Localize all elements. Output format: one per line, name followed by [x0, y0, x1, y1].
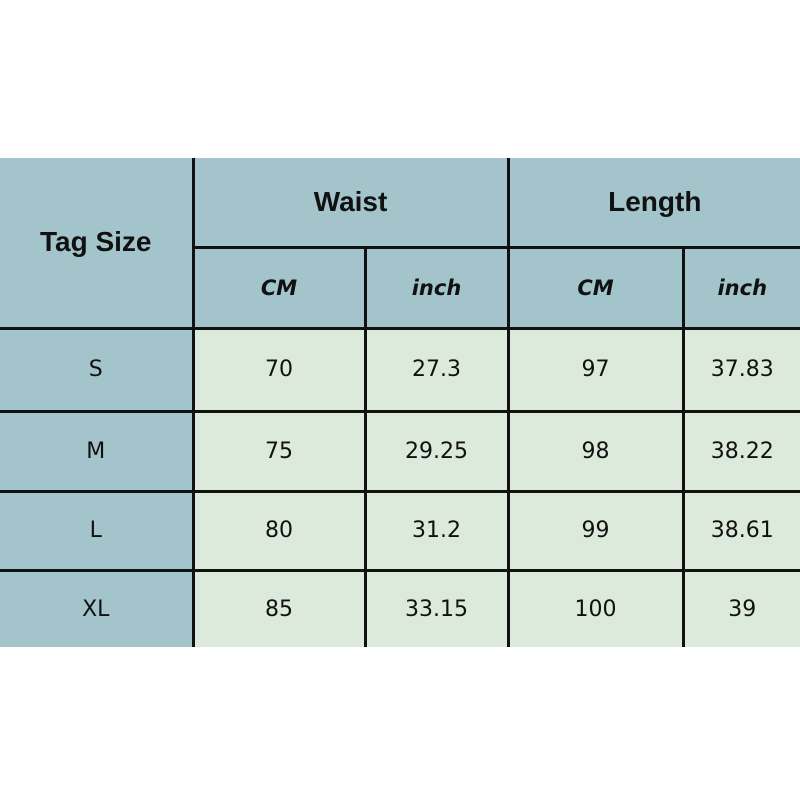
- length-inch-cell: 38.22: [681, 409, 800, 493]
- length-cm-cell: 98: [506, 409, 685, 493]
- waist-cm-cell: 85: [191, 568, 367, 647]
- length-inch-cell: 37.83: [681, 326, 800, 413]
- waist-cm-cell: 75: [191, 409, 367, 493]
- size-cell: XL: [0, 568, 195, 647]
- waist-cm-header: CM: [193, 245, 367, 330]
- waist-header: Waist: [191, 158, 510, 249]
- size-cell: S: [0, 326, 195, 413]
- length-inch-cell: 38.61: [681, 489, 800, 572]
- size-cell: L: [0, 489, 195, 572]
- size-chart-table: Tag Size Waist Length CM inch CM inch S …: [0, 158, 800, 647]
- table-row: L 80 31.2 99 38.61: [0, 489, 800, 572]
- length-cm-cell: 100: [506, 568, 685, 647]
- waist-inch-cell: 27.3: [363, 326, 510, 413]
- waist-inch-cell: 33.15: [363, 568, 510, 647]
- length-inch-header: inch: [681, 245, 800, 330]
- table-row: XL 85 33.15 100 39: [0, 568, 800, 647]
- table-row: M 75 29.25 98 38.22: [0, 409, 800, 493]
- waist-cm-cell: 70: [191, 326, 367, 413]
- table-row: S 70 27.3 97 37.83: [0, 326, 800, 413]
- waist-inch-header: inch: [363, 245, 510, 330]
- length-inch-cell: 39: [681, 568, 800, 647]
- length-cm-header: CM: [506, 245, 685, 330]
- waist-inch-cell: 29.25: [363, 409, 510, 493]
- length-header: Length: [506, 158, 800, 249]
- waist-cm-cell: 80: [191, 489, 367, 572]
- length-cm-cell: 97: [506, 326, 685, 413]
- tag-size-header: Tag Size: [0, 158, 195, 330]
- size-cell: M: [0, 409, 195, 493]
- length-cm-cell: 99: [506, 489, 685, 572]
- waist-inch-cell: 31.2: [363, 489, 510, 572]
